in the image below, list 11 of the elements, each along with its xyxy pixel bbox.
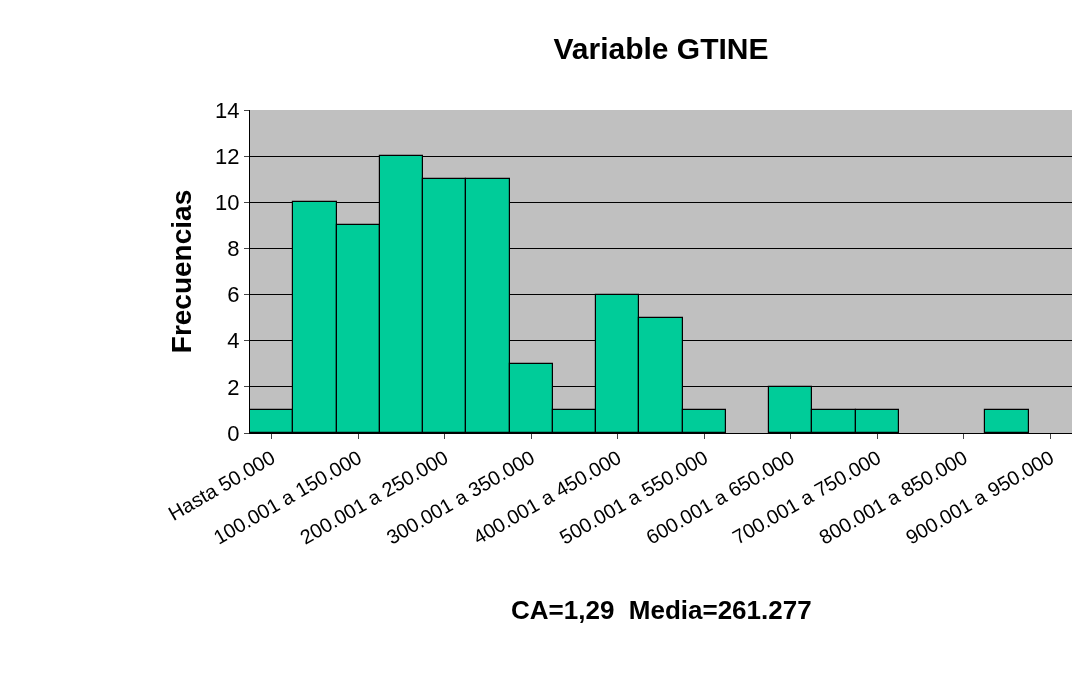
y-tick-label: 10 — [215, 189, 240, 215]
y-tick-label: 12 — [215, 143, 240, 169]
y-tick-label: 0 — [227, 420, 240, 446]
y-axis-title: Frecuencias — [165, 189, 197, 354]
y-tick-label: 2 — [227, 374, 240, 400]
y-tick-label: 4 — [227, 328, 240, 354]
y-tick-label: 8 — [227, 236, 240, 262]
y-tick-label: 14 — [215, 97, 240, 123]
text: CA=1,29 Media=261.277 — [511, 595, 812, 625]
y-tick-label: 6 — [227, 282, 240, 308]
chart-title: Variable GTINE — [553, 32, 769, 66]
